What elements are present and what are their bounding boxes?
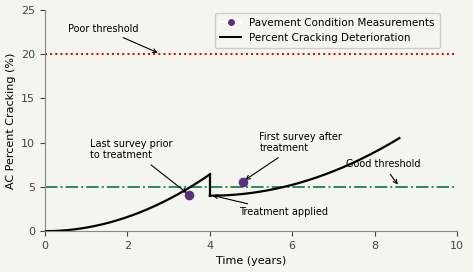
Text: Good threshold: Good threshold [346,159,420,184]
Text: First survey after
treatment: First survey after treatment [246,132,342,179]
X-axis label: Time (years): Time (years) [216,256,286,267]
Text: Treatment applied: Treatment applied [214,195,328,217]
Text: Poor threshold: Poor threshold [68,24,157,52]
Text: Last survey prior
to treatment: Last survey prior to treatment [90,139,186,192]
Point [239,179,246,184]
Point [185,193,193,197]
Legend: Pavement Condition Measurements, Percent Cracking Deterioration: Pavement Condition Measurements, Percent… [215,13,440,48]
Y-axis label: AC Percent Cracking (%): AC Percent Cracking (%) [6,52,16,188]
